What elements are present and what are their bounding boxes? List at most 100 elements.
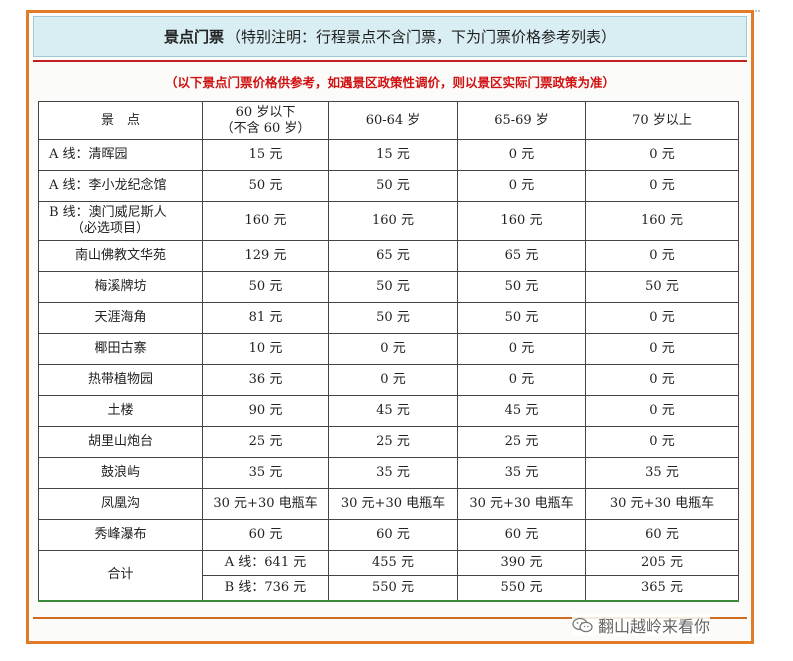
- ticket-frame: 景点门票 （特别注明：行程景点不含门票，下为门票价格参考列表） （以下景点门票价…: [26, 10, 754, 644]
- price-cell: 81 元: [202, 302, 329, 334]
- header-cell: 60-64 岁: [328, 101, 458, 140]
- price-cell: 0 元: [585, 426, 739, 458]
- price-cell: 65 元: [457, 240, 586, 272]
- total-label: 合计: [38, 550, 203, 601]
- title-main: 景点门票: [163, 28, 224, 46]
- total-row-b: B 线：736 元 550 元 550 元 365 元: [39, 575, 739, 601]
- price-cell: 25 元: [202, 426, 329, 458]
- price-cell: 25 元: [328, 426, 458, 458]
- header-cell: 景 点: [38, 101, 203, 140]
- table-row: 秀峰瀑布 60 元 60 元 60 元 60 元: [38, 519, 739, 551]
- price-cell: 35 元: [457, 457, 586, 489]
- price-cell: 35 元: [585, 457, 739, 489]
- price-cell: 30 元+30 电瓶车: [457, 488, 586, 520]
- price-cell: 0 元: [328, 364, 458, 396]
- watermark-text: 翻山越岭来看你: [598, 617, 711, 636]
- total-cell: 390 元: [457, 550, 586, 576]
- watermark: 翻山越岭来看你: [572, 614, 711, 636]
- price-cell: 45 元: [457, 395, 586, 427]
- table-row: B 线：澳门威尼斯人 （必选项目） 160 元 160 元 160 元 160 …: [38, 201, 739, 241]
- table-row: 梅溪牌坊 50 元 50 元 50 元 50 元: [38, 271, 739, 303]
- price-cell: 160 元: [585, 201, 739, 241]
- price-cell: 0 元: [457, 139, 586, 171]
- header-cell: 70 岁以上: [585, 101, 739, 140]
- attraction-name: 热带植物园: [38, 364, 203, 396]
- price-cell: 60 元: [202, 519, 329, 551]
- price-cell: 0 元: [585, 170, 739, 202]
- table-row: 凤凰沟 30 元+30 电瓶车 30 元+30 电瓶车 30 元+30 电瓶车 …: [38, 488, 739, 520]
- price-cell: 60 元: [457, 519, 586, 551]
- policy-note: （以下景点门票价格供参考，如遇景区政策性调价，则以景区实际门票政策为准）: [33, 60, 747, 101]
- price-cell: 50 元: [585, 271, 739, 303]
- total-cell: A 线：641 元: [202, 550, 329, 576]
- total-cell: 550 元: [457, 575, 586, 601]
- price-cell: 30 元+30 电瓶车: [202, 488, 329, 520]
- price-cell: 15 元: [202, 139, 329, 171]
- price-cell: 60 元: [328, 519, 458, 551]
- attraction-name: 椰田古寨: [38, 333, 203, 365]
- price-cell: 50 元: [202, 271, 329, 303]
- price-cell: 65 元: [328, 240, 458, 272]
- attraction-name: 凤凰沟: [38, 488, 203, 520]
- price-cell: 50 元: [457, 271, 586, 303]
- header-cell: 65-69 岁: [457, 101, 586, 140]
- table-header-row: 景 点 60 岁以下 （不含 60 岁） 60-64 岁 65-69 岁 70 …: [38, 101, 739, 140]
- attraction-name: 胡里山炮台: [38, 426, 203, 458]
- price-cell: 160 元: [328, 201, 458, 241]
- table-row: 天涯海角 81 元 50 元 50 元 0 元: [38, 302, 739, 334]
- price-cell: 0 元: [457, 364, 586, 396]
- table-row: 椰田古寨 10 元 0 元 0 元 0 元: [38, 333, 739, 365]
- price-cell: 50 元: [328, 302, 458, 334]
- price-cell: 50 元: [328, 170, 458, 202]
- price-cell: 0 元: [328, 333, 458, 365]
- header-cell: 60 岁以下 （不含 60 岁）: [202, 101, 329, 140]
- price-cell: 160 元: [202, 201, 329, 241]
- attraction-name: B 线：澳门威尼斯人 （必选项目）: [38, 201, 203, 241]
- total-row-a: 合计 A 线：641 元 455 元 390 元 205 元: [38, 550, 739, 601]
- price-cell: 90 元: [202, 395, 329, 427]
- price-cell: 45 元: [328, 395, 458, 427]
- price-cell: 15 元: [328, 139, 458, 171]
- ticket-price-table: 景 点 60 岁以下 （不含 60 岁） 60-64 岁 65-69 岁 70 …: [38, 101, 739, 602]
- price-cell: 36 元: [202, 364, 329, 396]
- price-cell: 60 元: [585, 519, 739, 551]
- table-row: 胡里山炮台 25 元 25 元 25 元 0 元: [38, 426, 739, 458]
- attraction-name: 天涯海角: [38, 302, 203, 334]
- price-cell: 10 元: [202, 333, 329, 365]
- price-cell: 50 元: [457, 302, 586, 334]
- price-cell: 50 元: [202, 170, 329, 202]
- total-cell: 455 元: [328, 550, 458, 576]
- title-bar: 景点门票 （特别注明：行程景点不含门票，下为门票价格参考列表）: [33, 16, 747, 57]
- total-cell: B 线：736 元: [202, 575, 329, 601]
- total-cell: 550 元: [328, 575, 458, 601]
- table-row: A 线：李小龙纪念馆 50 元 50 元 0 元 0 元: [38, 170, 739, 202]
- price-cell: 0 元: [585, 333, 739, 365]
- price-cell: 0 元: [585, 302, 739, 334]
- bottom-divider: [33, 617, 747, 619]
- attraction-name: 秀峰瀑布: [38, 519, 203, 551]
- attraction-name: 土楼: [38, 395, 203, 427]
- table-row: 南山佛教文华苑 129 元 65 元 65 元 0 元: [38, 240, 739, 272]
- price-cell: 35 元: [328, 457, 458, 489]
- table-row: 热带植物园 36 元 0 元 0 元 0 元: [38, 364, 739, 396]
- attraction-name: 鼓浪屿: [38, 457, 203, 489]
- price-cell: 0 元: [585, 364, 739, 396]
- total-cell: 365 元: [585, 575, 739, 601]
- price-cell: 0 元: [585, 240, 739, 272]
- price-cell: 25 元: [457, 426, 586, 458]
- attraction-name: 南山佛教文华苑: [38, 240, 203, 272]
- attraction-name: 梅溪牌坊: [38, 271, 203, 303]
- attraction-name: A 线：李小龙纪念馆: [38, 170, 203, 202]
- table-row: 土楼 90 元 45 元 45 元 0 元: [38, 395, 739, 427]
- price-cell: 0 元: [585, 395, 739, 427]
- price-cell: 129 元: [202, 240, 329, 272]
- price-cell: 0 元: [585, 139, 739, 171]
- price-cell: 0 元: [457, 333, 586, 365]
- price-cell: 50 元: [328, 271, 458, 303]
- price-cell: 35 元: [202, 457, 329, 489]
- price-cell: 0 元: [457, 170, 586, 202]
- table-row: A 线：清晖园 15 元 15 元 0 元 0 元: [38, 139, 739, 171]
- table-row: 鼓浪屿 35 元 35 元 35 元 35 元: [38, 457, 739, 489]
- price-cell: 30 元+30 电瓶车: [585, 488, 739, 520]
